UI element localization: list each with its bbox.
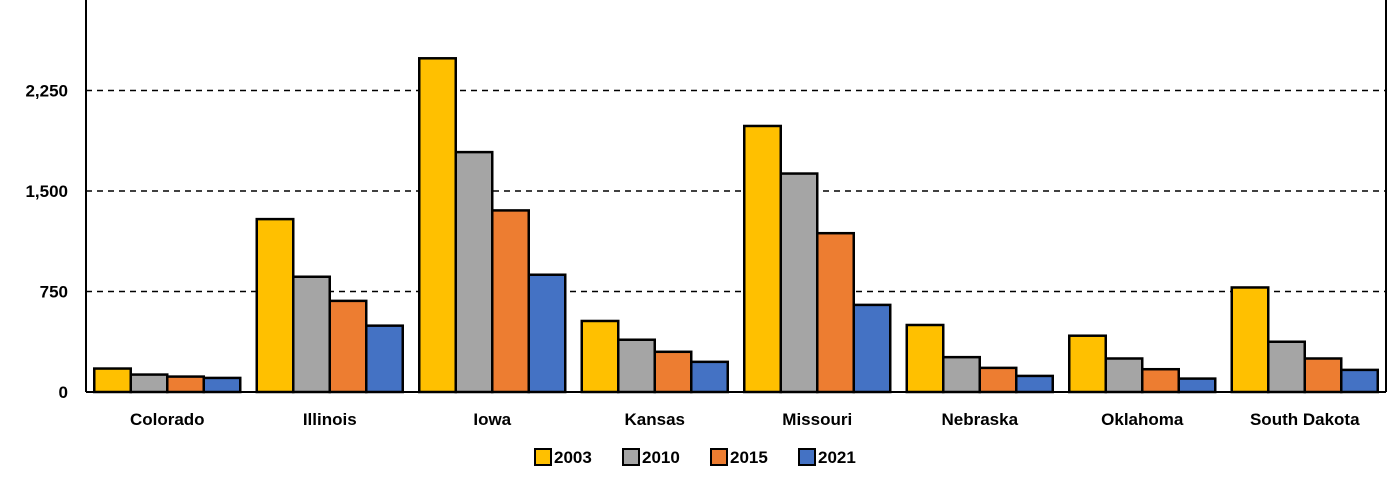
legend-label-2015: 2015 <box>730 448 768 467</box>
bar-2021-nebraska <box>1015 374 1054 394</box>
x-category-label: Illinois <box>303 410 357 429</box>
bar-2021-missouri <box>852 303 892 394</box>
bar-2021-colorado <box>202 376 242 394</box>
bar-2010-south-dakota <box>1267 340 1306 394</box>
bars <box>93 57 1379 394</box>
bar-2003-colorado <box>93 367 132 394</box>
legend-swatch-2015 <box>710 448 728 466</box>
bar-2010-kansas <box>617 338 656 394</box>
x-category-label: Nebraska <box>941 410 1018 429</box>
y-tick-label: 0 <box>59 383 68 402</box>
legend-swatch-2010 <box>622 448 640 466</box>
x-category-label: Kansas <box>625 410 685 429</box>
bar-2021-iowa <box>527 273 567 394</box>
x-category-label: South Dakota <box>1250 410 1360 429</box>
legend-label-2021: 2021 <box>818 448 856 467</box>
bar-2015-iowa <box>491 209 530 394</box>
bar-2003-nebraska <box>905 323 945 394</box>
bar-2021-kansas <box>690 360 729 394</box>
bar-2021-oklahoma <box>1177 377 1217 394</box>
bar-2015-kansas <box>653 350 693 394</box>
bar-2010-missouri <box>779 172 819 394</box>
bar-2010-oklahoma <box>1104 357 1144 394</box>
y-tick-label: 2,250 <box>25 81 68 100</box>
legend: 2003 2010 2015 2021 <box>534 448 856 467</box>
bar-2015-missouri <box>816 231 855 394</box>
category-labels: Colorado Illinois Iowa Kansas Missouri Nebras… <box>130 410 1360 429</box>
bar-2003-kansas <box>580 319 620 394</box>
legend-swatch-2021 <box>798 448 816 466</box>
axes <box>85 0 1387 393</box>
x-category-label: Oklahoma <box>1101 410 1184 429</box>
bar-2021-illinois <box>365 324 404 394</box>
x-category-label: Missouri <box>782 410 852 429</box>
bar-2010-nebraska <box>942 355 981 394</box>
legend-swatch-2003 <box>534 448 552 466</box>
bar-2010-illinois <box>292 275 331 394</box>
gridlines <box>86 89 1386 293</box>
x-category-label: Iowa <box>473 410 511 429</box>
bar-2010-iowa <box>454 150 494 394</box>
legend-label-2003: 2003 <box>554 448 592 467</box>
bar-2003-missouri <box>743 124 782 394</box>
bar-2003-oklahoma <box>1068 334 1107 394</box>
x-category-label: Colorado <box>130 410 205 429</box>
bar-2010-colorado <box>129 373 169 394</box>
bar-2015-illinois <box>328 299 368 394</box>
y-tick-label: 750 <box>40 282 68 301</box>
bar-2003-iowa <box>418 57 457 394</box>
bar-2015-south-dakota <box>1303 357 1343 394</box>
y-tick-labels: 0 750 1,500 2,250 <box>25 81 68 402</box>
bar-2021-south-dakota <box>1340 368 1379 394</box>
bar-2003-illinois <box>255 217 295 394</box>
bar-2015-nebraska <box>978 366 1018 394</box>
bar-2015-oklahoma <box>1141 367 1180 394</box>
bar-2015-colorado <box>166 375 205 394</box>
y-tick-label: 1,500 <box>25 182 68 201</box>
legend-label-2010: 2010 <box>642 448 680 467</box>
bar-2003-south-dakota <box>1230 286 1270 394</box>
